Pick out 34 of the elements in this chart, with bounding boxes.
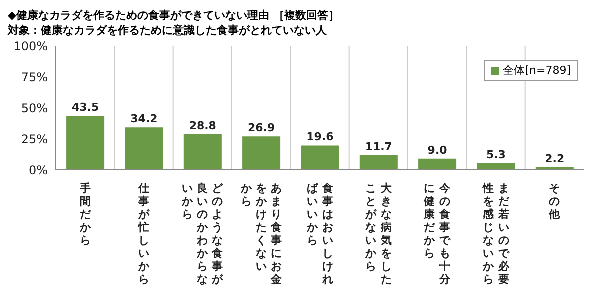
y-tick-label: 25% [21, 132, 48, 146]
bar [184, 134, 222, 170]
category-label: 食事はおいしければいいから [306, 182, 334, 286]
bar [301, 146, 340, 170]
y-tick-label: 0% [28, 163, 48, 178]
data-label: 19.6 [306, 130, 334, 144]
y-tick-label: 75% [21, 70, 48, 84]
data-label: 26.9 [248, 122, 276, 135]
category-label: まだ若いので必要性を感じないから [482, 182, 510, 286]
data-label: 9.0 [428, 144, 448, 157]
x-tick-label: その他 [548, 182, 562, 223]
category-label: 大きな病気をしたことがないから [365, 182, 392, 286]
data-label: 43.5 [72, 101, 100, 114]
bar [360, 155, 398, 170]
y-tick-label: 100% [14, 39, 48, 54]
chart-subtitle: 対象：健康なカラダを作るために意識した食事がとれていない人 [8, 23, 328, 38]
x-tick-label: 仕事が忙しいから [137, 182, 151, 286]
data-label: 2.2 [545, 152, 565, 166]
bar [66, 116, 105, 170]
chart-title: ◆健康なカラダを作るための食事ができていない理由 ［複数回答］ [8, 8, 340, 23]
data-label: 34.2 [130, 112, 158, 126]
category-label: 今の食事でも十分に健康だから [424, 182, 451, 286]
category-label: どのような食事が良いのかわからないから [182, 182, 224, 286]
data-label: 11.7 [365, 140, 392, 154]
data-label: 5.3 [486, 148, 506, 162]
bar [418, 158, 457, 170]
bar [477, 163, 516, 170]
legend-label: 全体[n=789] [503, 63, 571, 78]
category-label: あまり食事にお金をかけたくないから [240, 182, 282, 286]
y-tick-label: 50% [21, 101, 48, 116]
data-label: 28.8 [189, 119, 216, 132]
bar [125, 128, 164, 170]
bar [242, 136, 281, 170]
x-tick-label: 手間だから [78, 182, 92, 249]
